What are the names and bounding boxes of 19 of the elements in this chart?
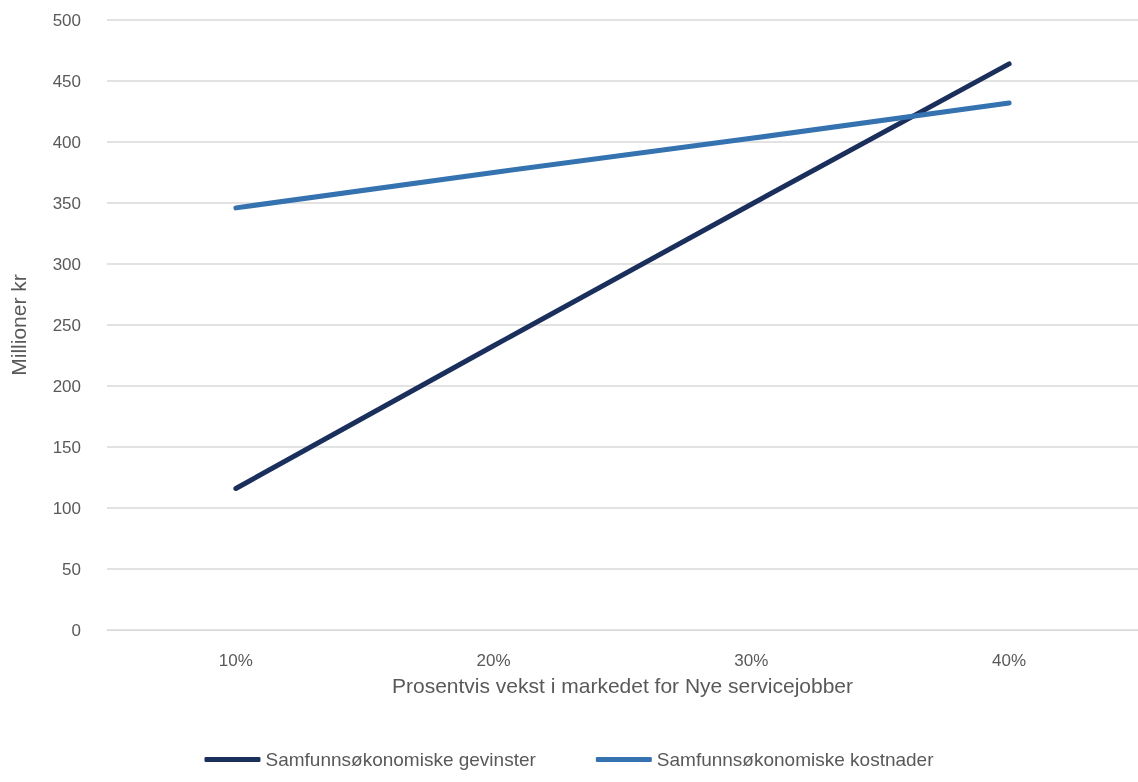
x-tick-label: 30%	[734, 651, 769, 670]
x-axis-title: Prosentvis vekst i markedet for Nye servicejobber	[391, 674, 854, 697]
legend-label: Samfunnsøkonomiske gevinster	[265, 749, 537, 770]
y-tick-label: 0	[71, 620, 81, 640]
y-axis-title: Millioner kr	[7, 274, 30, 376]
y-tick-label: 50	[62, 559, 81, 579]
y-tick-label: 350	[52, 193, 81, 213]
y-tick-label: 150	[52, 437, 81, 457]
legend-label: Samfunnsøkonomiske kostnader	[656, 749, 935, 770]
x-tick-label: 20%	[476, 651, 511, 670]
x-tick-label: 40%	[992, 651, 1027, 670]
y-tick-label: 400	[52, 132, 81, 152]
y-tick-label: 100	[52, 498, 81, 518]
x-tick-label: 10%	[218, 651, 253, 670]
y-tick-label: 300	[52, 254, 81, 274]
y-tick-label: 500	[52, 10, 81, 30]
y-tick-label: 450	[52, 71, 81, 91]
y-tick-label: 250	[52, 315, 81, 335]
y-tick-label: 200	[52, 376, 81, 396]
